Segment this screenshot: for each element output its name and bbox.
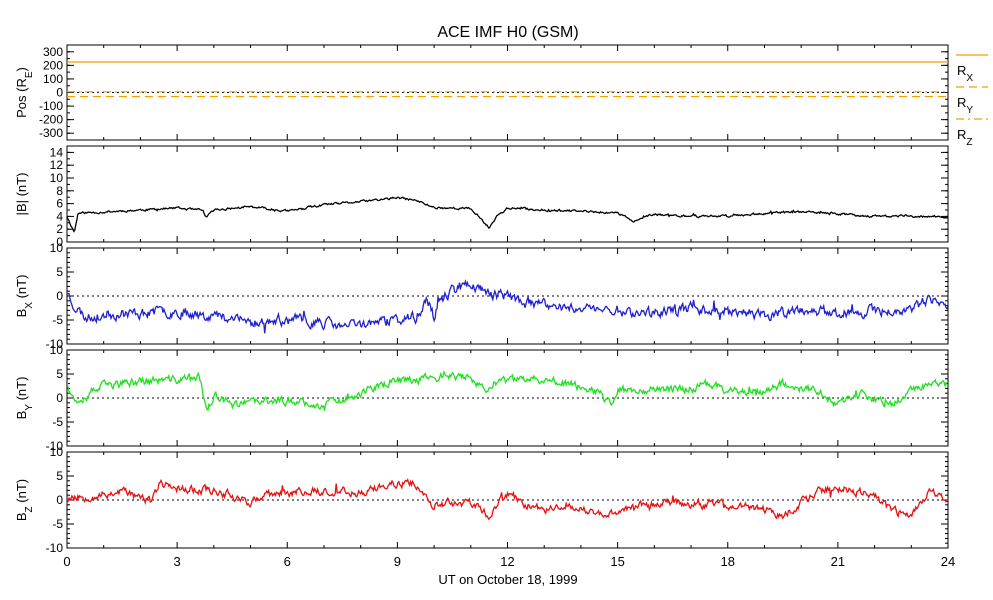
series-line-bx [67,279,948,334]
y-axis-label-bt: |B| (nT) [14,173,29,216]
y-tick-label: 5 [56,367,63,381]
y-tick-label: 6 [56,197,63,211]
panel-bz: 10 5 0 -5 -10 BZ (nT) [14,445,949,555]
panel-bx: 10 5 0 -5 -10 BX (nT) [14,241,949,351]
y-tick-label: 14 [50,145,64,159]
x-tick-label: 9 [394,554,401,569]
y-axis-label-bx: BX (nT) [14,275,35,318]
x-axis-label: UT on October 18, 1999 [438,572,577,587]
y-tick-label: -5 [52,313,63,327]
panel-by: 10 5 0 -5 -10 BY (nT) [14,343,949,453]
y-tick-label: 200 [43,58,63,72]
series-line-bt [67,196,948,233]
x-tick-label: 24 [941,554,955,569]
y-axis-label-bz: BZ (nT) [14,479,35,521]
y-tick-label: 100 [43,72,63,86]
y-axis-label-by: BY (nT) [14,377,35,420]
y-tick-label: 10 [50,445,64,459]
y-tick-label: 0 [56,391,63,405]
y-tick-label: 0 [56,493,63,507]
y-tick-label: 300 [43,45,63,59]
y-tick-label: -10 [46,541,64,555]
y-tick-label: 0 [56,235,63,249]
y-tick-label: 8 [56,184,63,198]
y-tick-label: -100 [39,99,63,113]
series-line-by [67,370,948,411]
x-tick-label: 0 [63,554,70,569]
y-tick-label: -200 [39,113,63,127]
y-tick-label: 5 [56,265,63,279]
legend-label-ry: RY [957,95,973,116]
y-axis-label-pos: Pos (RE) [14,67,35,118]
y-tick-label: 10 [50,343,64,357]
y-tick-label: 0 [56,86,63,100]
panel-frame-bt [66,145,949,243]
x-tick-label: 18 [721,554,735,569]
y-tick-label: 10 [50,171,64,185]
y-tick-label: 5 [56,469,63,483]
y-tick-label: 4 [56,209,63,223]
y-tick-label: -10 [46,439,64,453]
y-tick-label: 12 [50,158,64,172]
chart-title: ACE IMF H0 (GSM) [437,24,578,41]
y-tick-label: -10 [46,337,64,351]
legend-label-rx: RX [957,63,973,84]
y-tick-label: 10 [50,241,64,255]
x-tick-label: 12 [500,554,514,569]
legend-label-rz: RZ [957,127,973,148]
x-tick-label: 6 [284,554,291,569]
y-tick-label: -5 [52,517,63,531]
x-tick-label: 3 [174,554,181,569]
y-tick-label: 0 [56,289,63,303]
series-line-bz [67,478,948,521]
y-tick-label: 2 [56,222,63,236]
x-tick-label: 21 [831,554,845,569]
x-tick-label: 15 [610,554,624,569]
y-tick-label: -5 [52,415,63,429]
y-tick-label: -300 [39,126,63,140]
